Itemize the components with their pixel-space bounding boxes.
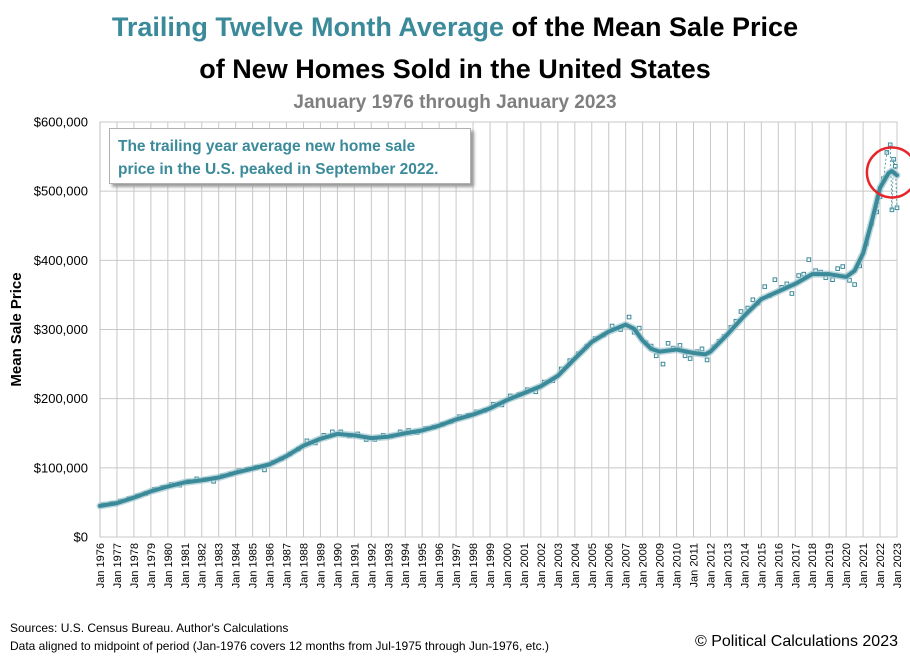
x-tick-label: Jan 2011 — [689, 543, 701, 587]
x-tick-label: Jan 2016 — [773, 543, 785, 588]
x-tick-label: Jan 1979 — [146, 543, 158, 588]
x-tick-label: Jan 1995 — [417, 543, 429, 588]
x-tick-label: Jan 2002 — [536, 543, 548, 588]
x-tick-label: Jan 2019 — [824, 543, 836, 588]
y-tick-label: $400,000 — [34, 253, 88, 268]
data-point-monthly — [738, 309, 744, 314]
series-trailing-average-halo — [96, 167, 901, 510]
x-tick-label: Jan 1980 — [163, 543, 175, 588]
x-tick-label: Jan 2013 — [722, 543, 734, 588]
series-monthly-markers — [101, 142, 900, 508]
x-tick-label: Jan 1983 — [214, 543, 226, 588]
callout-box: The trailing year average new home sale … — [109, 128, 471, 184]
y-tick-label: $0 — [74, 530, 88, 545]
x-tick-label: Jan 2022 — [875, 543, 887, 588]
footer-sources: Sources: U.S. Census Bureau. Author's Ca… — [10, 621, 289, 635]
series-trailing-average-line — [98, 169, 899, 508]
x-tick-label: Jan 1981 — [180, 543, 192, 588]
chart-title-line1: Trailing Twelve Month Average of the Mea… — [0, 12, 910, 43]
x-tick-label: Jan 1990 — [332, 543, 344, 588]
x-tick-label: Jan 1989 — [315, 543, 327, 588]
x-tick-label: Jan 1978 — [129, 543, 141, 588]
x-tick-label: Jan 1999 — [485, 543, 497, 588]
data-point-monthly — [699, 346, 705, 352]
grid-lines — [99, 121, 898, 538]
x-tick-label: Jan 1986 — [265, 543, 277, 588]
x-tick-label: Jan 2012 — [705, 543, 717, 588]
y-tick-label: $300,000 — [34, 322, 88, 337]
x-tick-label: Jan 1998 — [468, 543, 480, 588]
x-tick-label: Jan 1992 — [366, 543, 378, 588]
x-tick-label: Jan 2007 — [621, 543, 633, 588]
chart-title-rest: of the Mean Sale Price — [503, 12, 799, 42]
data-point-monthly — [806, 257, 812, 262]
x-tick-label: Jan 1985 — [248, 543, 260, 588]
data-point-monthly — [789, 291, 795, 296]
y-tick-label: $500,000 — [34, 184, 88, 199]
callout-line2: price in the U.S. peaked in September 20… — [118, 161, 439, 178]
x-tick-label: Jan 2018 — [807, 543, 819, 588]
chart-title-accent: Trailing Twelve Month Average — [111, 12, 504, 42]
x-tick-label: Jan 2020 — [841, 543, 853, 588]
chart-title-line2: of New Homes Sold in the United States — [199, 54, 711, 84]
x-tick-label: Jan 2000 — [502, 543, 514, 588]
peak-highlight-circle — [865, 146, 910, 199]
data-point-monthly — [796, 273, 801, 278]
x-tick-label: Jan 1991 — [349, 543, 361, 588]
x-tick-label: Jan 2004 — [570, 543, 582, 588]
data-point-monthly — [626, 314, 632, 320]
x-tick-label: Jan 1994 — [400, 543, 412, 588]
data-point-monthly — [687, 356, 693, 361]
data-point-monthly — [750, 297, 756, 303]
x-tick-label: Jan 2021 — [858, 543, 870, 588]
x-tick-label: Jan 1982 — [197, 543, 209, 588]
data-point-monthly — [704, 357, 710, 363]
x-tick-label: Jan 2023 — [892, 543, 904, 588]
x-tick-label: Jan 2009 — [655, 543, 667, 588]
x-tick-label: Jan 2003 — [553, 543, 565, 588]
x-tick-label: Jan 2001 — [519, 543, 531, 588]
annotations — [865, 146, 910, 199]
data-point-monthly — [840, 264, 846, 269]
y-axis-title: Mean Sale Price — [8, 272, 25, 386]
x-tick-label: Jan 2015 — [756, 543, 768, 588]
x-tick-label: Jan 1996 — [434, 543, 446, 588]
series-trailing-average — [96, 167, 901, 510]
y-tick-label: $600,000 — [34, 115, 88, 130]
y-tick-label: $100,000 — [34, 460, 88, 475]
x-tick-label: Jan 2017 — [790, 543, 802, 588]
x-tick-label: Jan 1984 — [231, 543, 243, 588]
chart-subtitle: January 1976 through January 2023 — [293, 92, 617, 113]
x-tick-label: Jan 2014 — [739, 543, 751, 588]
x-tick-label: Jan 1997 — [451, 543, 463, 588]
data-point-monthly — [762, 284, 768, 289]
data-point-monthly — [660, 361, 666, 367]
x-tick-label: Jan 2006 — [604, 543, 616, 588]
x-tick-label: Jan 2008 — [638, 543, 650, 588]
callout-line1: The trailing year average new home sale — [118, 138, 416, 155]
x-tick-label: Jan 1976 — [95, 543, 107, 588]
x-tick-label: Jan 1977 — [112, 543, 124, 588]
data-point-monthly — [665, 341, 671, 346]
data-point-monthly — [835, 266, 840, 271]
y-tick-label: $200,000 — [34, 391, 88, 406]
footer-note: Data aligned to midpoint of period (Jan-… — [10, 639, 549, 653]
x-tick-label: Jan 1987 — [282, 543, 294, 588]
x-tick-label: Jan 1993 — [383, 543, 395, 588]
x-axis: Jan 1976 Jan 1977 Jan 1978 Jan 1979 Jan 1980… — [95, 543, 904, 588]
copyright: © Political Calculations 2023 — [694, 633, 898, 650]
y-axis: $0 $100,000 $200,000 $300,000 $400,000 $500,0… — [34, 115, 88, 545]
x-tick-label: Jan 1988 — [298, 543, 310, 588]
x-tick-label: Jan 2010 — [672, 543, 684, 588]
x-tick-label: Jan 2005 — [587, 543, 599, 588]
data-point-monthly — [852, 282, 857, 287]
data-point-monthly — [772, 277, 778, 282]
